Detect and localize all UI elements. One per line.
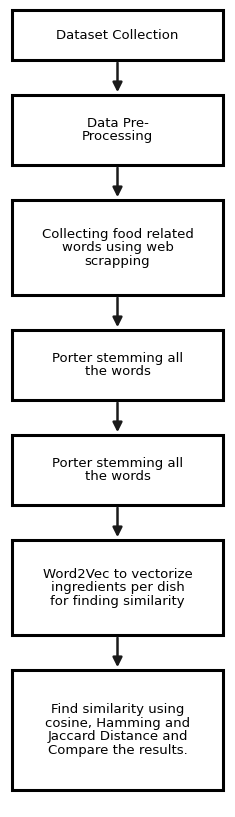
Text: scrapping: scrapping [85, 255, 150, 267]
Text: Find similarity using: Find similarity using [51, 703, 184, 717]
Text: the words: the words [85, 365, 150, 378]
Text: Dataset Collection: Dataset Collection [56, 29, 179, 42]
Text: Collecting food related: Collecting food related [42, 227, 193, 240]
Bar [12, 330, 223, 400]
Text: Word2Vec to vectorize: Word2Vec to vectorize [43, 568, 192, 581]
Text: Jaccard Distance and: Jaccard Distance and [47, 730, 188, 743]
Text: Porter stemming all: Porter stemming all [52, 352, 183, 364]
Bar [12, 540, 223, 635]
Bar [12, 10, 223, 60]
Text: Compare the results.: Compare the results. [48, 743, 187, 757]
Bar [12, 435, 223, 505]
Text: cosine, Hamming and: cosine, Hamming and [45, 717, 190, 730]
Text: ingredients per dish: ingredients per dish [51, 581, 184, 594]
Bar [12, 200, 223, 295]
Text: words using web: words using web [62, 241, 173, 254]
Text: Processing: Processing [82, 130, 153, 143]
Bar [12, 670, 223, 790]
Text: the words: the words [85, 471, 150, 483]
Text: Data Pre-: Data Pre- [86, 117, 149, 130]
Bar [12, 95, 223, 165]
Text: Porter stemming all: Porter stemming all [52, 457, 183, 470]
Text: for finding similarity: for finding similarity [50, 595, 185, 608]
